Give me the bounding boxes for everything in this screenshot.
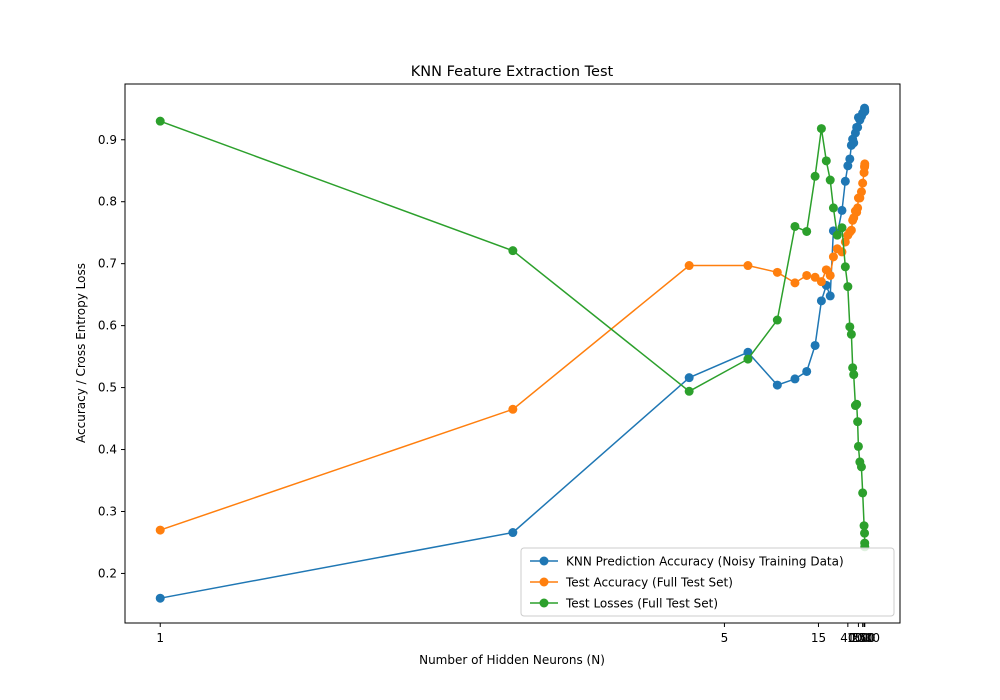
- data-point: [810, 272, 820, 282]
- data-point: [743, 354, 753, 364]
- data-point: [816, 124, 826, 134]
- data-point: [849, 370, 859, 380]
- series-line-2: [159, 163, 866, 531]
- y-tick-label: 0.8: [98, 195, 117, 209]
- plot-area: [124, 83, 901, 624]
- data-point: [790, 221, 800, 231]
- legend-swatch-marker: [539, 598, 549, 608]
- data-point: [852, 399, 862, 409]
- y-tick-label: 0.9: [98, 133, 117, 147]
- data-point: [858, 488, 868, 498]
- y-tick-label: 0.2: [98, 566, 117, 580]
- y-tick-label: 0.3: [98, 504, 117, 518]
- data-point: [840, 176, 850, 186]
- data-point: [508, 528, 518, 538]
- legend-label: KNN Prediction Accuracy (Noisy Training …: [566, 555, 844, 569]
- plot-frame: [124, 83, 901, 624]
- y-tick-label: 0.4: [98, 443, 117, 457]
- x-tick-label: 15: [811, 631, 826, 645]
- data-point: [810, 340, 820, 350]
- data-point: [743, 261, 753, 271]
- data-point: [684, 261, 694, 271]
- data-point: [684, 386, 694, 396]
- y-tick-label: 0.7: [98, 257, 117, 271]
- x-tick-label: 1000: [849, 631, 880, 645]
- data-point: [859, 521, 869, 531]
- data-point: [843, 161, 853, 171]
- data-point: [821, 156, 831, 166]
- data-point: [802, 366, 812, 376]
- data-point: [508, 404, 518, 414]
- x-tick-label: 500: [853, 631, 876, 645]
- data-point: [837, 205, 847, 215]
- series-line-3: [159, 120, 866, 547]
- data-point: [853, 203, 863, 213]
- data-point: [840, 262, 850, 272]
- data-point: [846, 329, 856, 339]
- data-point: [846, 225, 856, 235]
- data-point: [849, 138, 859, 148]
- data-point: [858, 178, 868, 188]
- data-point: [837, 223, 847, 233]
- data-point: [743, 347, 753, 357]
- x-tick-label: 40: [840, 631, 855, 645]
- data-point: [860, 528, 870, 538]
- data-point: [772, 267, 782, 277]
- data-point: [155, 593, 165, 603]
- series-layer: [155, 103, 870, 603]
- data-point: [790, 278, 800, 288]
- x-tick-label: 250: [851, 631, 874, 645]
- legend-box: [520, 547, 895, 617]
- x-tick-label: 100: [847, 631, 870, 645]
- data-point: [825, 175, 835, 185]
- legend: KNN Prediction Accuracy (Noisy Training …: [520, 547, 895, 617]
- data-point: [837, 247, 847, 257]
- data-point: [828, 252, 838, 262]
- data-point: [853, 441, 863, 451]
- legend-swatch-marker: [539, 556, 549, 566]
- data-point: [843, 282, 853, 292]
- data-point: [772, 315, 782, 325]
- data-point: [856, 187, 866, 197]
- legend-swatch-marker: [539, 577, 549, 587]
- data-point: [508, 246, 518, 256]
- y-axis-label: Accuracy / Cross Entropy Loss: [74, 263, 88, 443]
- data-point: [825, 291, 835, 301]
- data-point: [860, 159, 870, 169]
- y-axis: 0.2 0.3 0.4 0.5 0.6 0.7 0.8 0.9: [98, 133, 125, 580]
- series-line-1: [160, 108, 866, 599]
- y-tick-label: 0.5: [98, 381, 117, 395]
- data-point: [790, 374, 800, 384]
- x-axis-label: Number of Hidden Neurons (N): [419, 653, 605, 667]
- data-point: [772, 380, 782, 390]
- data-point: [684, 373, 694, 383]
- data-point: [802, 226, 812, 236]
- data-point: [816, 296, 826, 306]
- data-point: [848, 363, 858, 373]
- y-tick-label: 0.6: [98, 319, 117, 333]
- data-point: [810, 171, 820, 181]
- chart-title: KNN Feature Extraction Test: [411, 64, 614, 80]
- legend-label: Test Losses (Full Test Set): [565, 597, 718, 611]
- data-point: [856, 462, 866, 472]
- data-point: [853, 417, 863, 427]
- data-point: [825, 270, 835, 280]
- data-point: [845, 322, 855, 332]
- x-tick-label: 5: [721, 631, 729, 645]
- data-point: [853, 122, 863, 132]
- data-point: [155, 525, 165, 535]
- x-tick-label: 1: [156, 631, 164, 645]
- data-point: [832, 230, 842, 240]
- data-point: [860, 106, 870, 116]
- data-point: [802, 270, 812, 280]
- data-point: [828, 203, 838, 213]
- data-point: [155, 116, 165, 126]
- data-point: [845, 154, 855, 164]
- data-point: [816, 277, 826, 287]
- legend-label: Test Accuracy (Full Test Set): [565, 576, 733, 590]
